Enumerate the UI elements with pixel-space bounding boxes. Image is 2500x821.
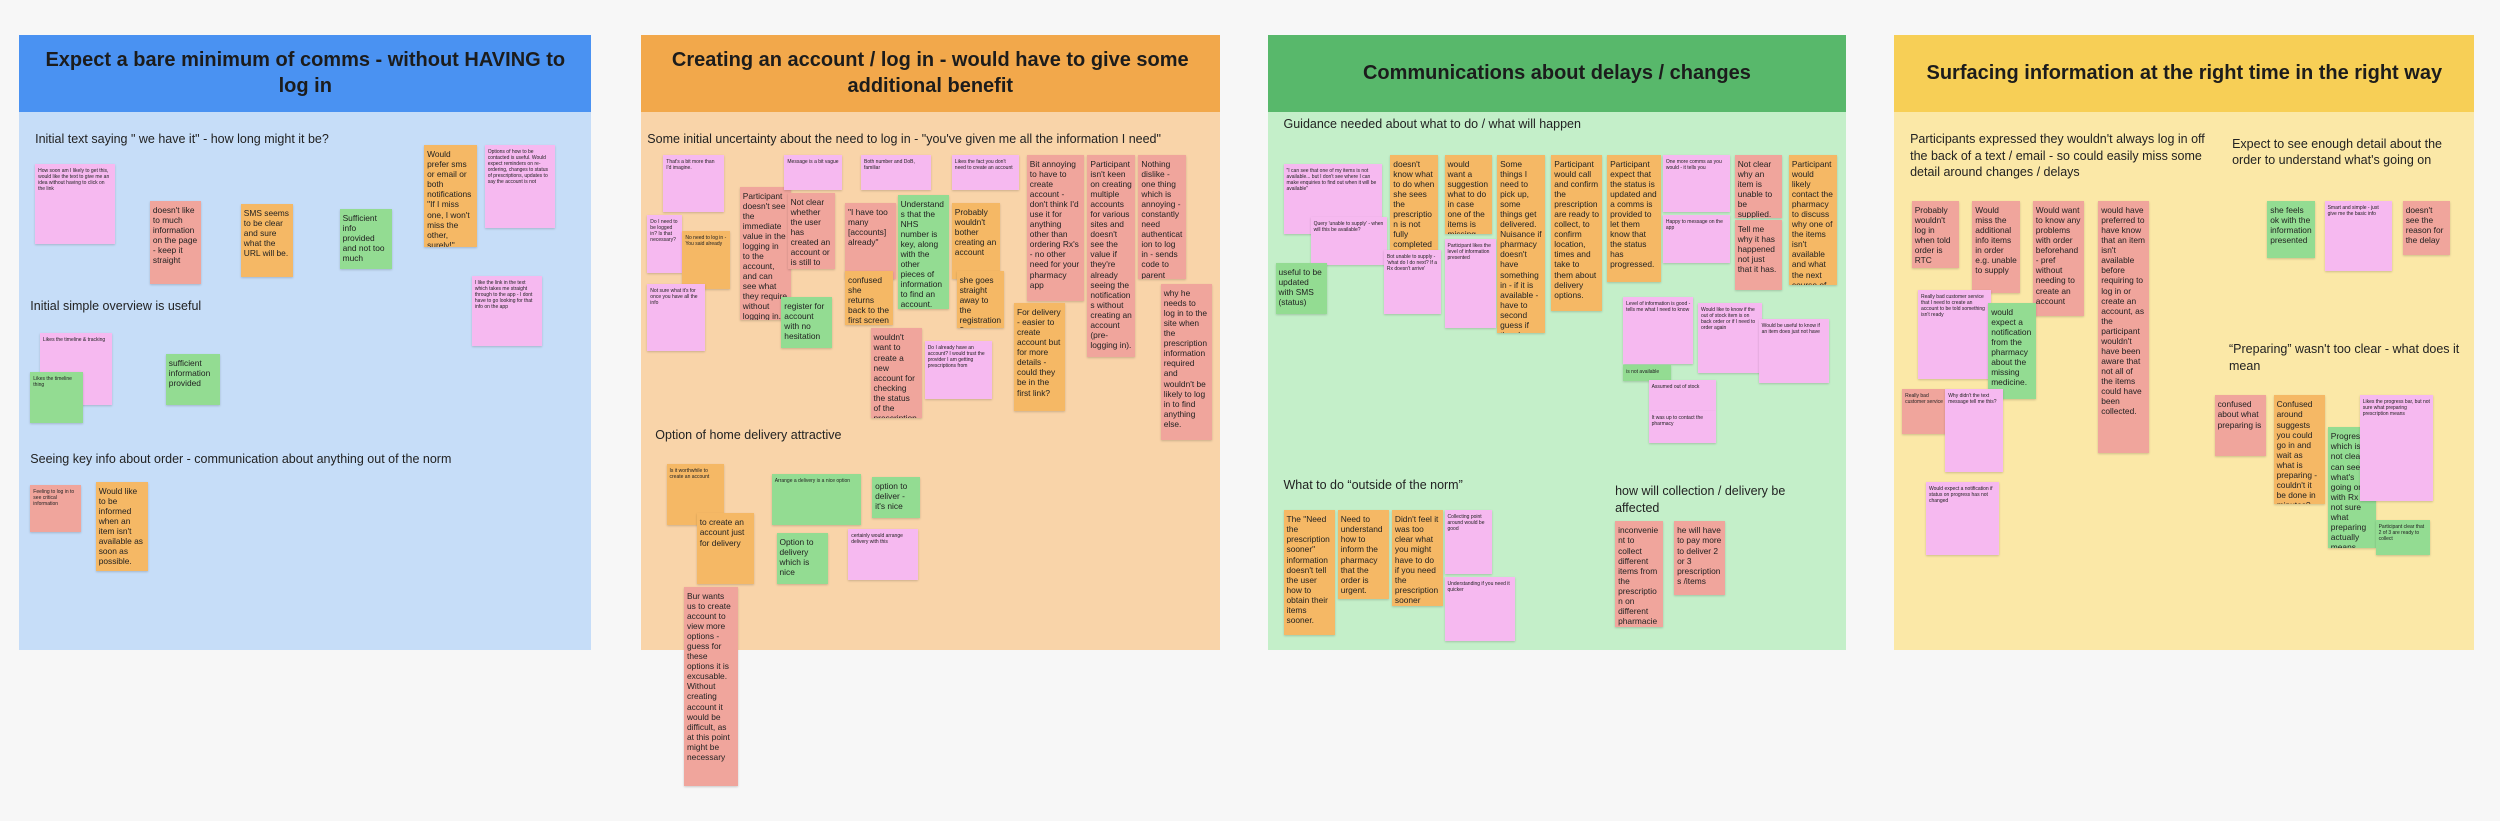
sticky-note: Probably wouldn't bother creating an acc… <box>951 202 1000 279</box>
sticky-note: "I have too many [accounts] already" <box>845 202 896 279</box>
sticky-note: Query 'unable to supply' - when will thi… <box>1310 216 1388 265</box>
sticky-note: I like the link in the text which takes … <box>471 275 543 346</box>
sticky-note: Likes the timeline thing <box>30 371 83 423</box>
sticky-note: Do I already have an account? I would tr… <box>924 341 992 399</box>
sticky-note: confused she returns back to the first s… <box>845 271 893 326</box>
sticky-note: Both number and DoB, familiar <box>861 154 932 190</box>
sticky-note: Nothing dislike - one thing which is ann… <box>1138 154 1187 280</box>
sticky-note: Didn't feel it was too clear what you mi… <box>1391 510 1443 606</box>
sticky-note: to create an account just for delivery <box>696 513 755 584</box>
sticky-note: he will have to pay more to deliver 2 or… <box>1674 521 1726 595</box>
sticky-note: she feels ok with the information presen… <box>2267 200 2315 259</box>
sticky-note: Participant would call and confirm the p… <box>1551 154 1603 311</box>
sticky-note: doesn't like to much information on the … <box>149 200 201 284</box>
section-heading: Seeing key info about order - communicat… <box>30 452 452 467</box>
sticky-note: certainly would arrange delivery with th… <box>848 529 919 581</box>
board-title: Creating an account / log in - would hav… <box>640 35 1220 112</box>
sticky-note: why he needs to log in to the site when … <box>1160 283 1212 441</box>
sticky-note: The "Need the prescription sooner" infor… <box>1283 510 1335 635</box>
sticky-note: Participant likes the level of informati… <box>1444 239 1496 329</box>
sticky-note: Likes the progress bar, but not sure wha… <box>2359 395 2433 501</box>
sticky-note: Need to understand how to inform the pha… <box>1337 510 1389 600</box>
sticky-note: Really bad customer service <box>1902 389 1950 434</box>
sticky-note: Would expect a notification if status on… <box>1926 481 2000 555</box>
sticky-note: confused about what preparing is <box>2214 395 2266 456</box>
sticky-note: Really bad customer service that I need … <box>1918 290 1992 380</box>
sticky-note: would want a suggestion what to do in ca… <box>1444 154 1493 235</box>
section-heading: how will collection / delivery be affect… <box>1615 484 1786 515</box>
sticky-note: Would be useful to know if an item does … <box>1758 318 1829 383</box>
sticky-note: Feeling to log in to see critical inform… <box>30 484 82 533</box>
sticky-note: Arrange a delivery is a nice option <box>771 473 861 525</box>
sticky-note: How soon am I likely to get this, would … <box>35 164 115 244</box>
sticky-note: Message is a bit vague <box>784 154 842 190</box>
sticky-note: Assumed out of stock <box>1648 379 1716 412</box>
sticky-note: Would miss the additional info items in … <box>1972 200 2021 294</box>
section-heading: Initial simple overview is useful <box>30 299 202 314</box>
sticky-note: useful to be updated with SMS (status) <box>1275 263 1327 315</box>
sticky-note: Not clear whether the user has created a… <box>787 192 836 270</box>
sticky-note: Likes the fact you don't need to create … <box>951 154 1019 190</box>
sticky-note: Options of how to be contacted is useful… <box>484 145 555 228</box>
sticky-note: That's a bit more than I'd imagine. <box>663 154 724 213</box>
sticky-note: Bit annoying to have to create account -… <box>1026 154 1085 302</box>
sticky-note: doesn't know what to do when she sees th… <box>1390 154 1439 251</box>
sticky-note: Confused around suggests you could go in… <box>2273 395 2325 504</box>
section-heading: Option of home delivery attractive <box>655 428 842 443</box>
sticky-note: For delivery - easier to create account … <box>1014 302 1065 412</box>
sticky-note: wouldn't want to create a new account fo… <box>870 328 922 418</box>
sticky-note: Participant expect that the status is up… <box>1607 154 1662 283</box>
sticky-note: Would want to know any problems with ord… <box>2032 200 2084 316</box>
sticky-note: register for account with no hesitation <box>781 296 833 348</box>
sticky-note: is not available <box>1623 365 1671 381</box>
board-title: Communications about delays / changes <box>1267 35 1847 112</box>
sticky-note: doesn't see the reason for the delay <box>2402 200 2451 256</box>
sticky-note: Option to delivery which is nice <box>776 532 828 584</box>
section-heading: Some initial uncertainty about the need … <box>647 131 1161 146</box>
section-heading: Guidance needed about what to do / what … <box>1283 117 1581 132</box>
sticky-note: Why didn't the text message tell me this… <box>1945 389 2003 472</box>
sticky-note: One more comms as you would - it tells y… <box>1662 154 1730 213</box>
board-title: Expect a bare minimum of comms - without… <box>19 35 592 112</box>
section-heading: Initial text saying " we have it" - how … <box>35 131 329 146</box>
sticky-note: Level of information is good - tells me … <box>1623 296 1694 364</box>
sticky-note: Understands that the NHS number is key, … <box>897 194 949 310</box>
sticky-note: Would like to know if the out of stock i… <box>1698 302 1762 374</box>
sticky-note: SMS seems to be clear and sure what the … <box>240 204 294 278</box>
sticky-note: Bot unable to supply - 'what do I do nex… <box>1383 250 1442 315</box>
sticky-note: sufficient information provided <box>165 354 220 405</box>
sticky-note: Tell me why it has happened not just tha… <box>1734 220 1783 291</box>
sticky-note: would have preferred to have know that a… <box>2098 200 2150 453</box>
sticky-note: inconvenient to collect different items … <box>1615 521 1663 627</box>
section-heading: Participants expressed they wouldn't alw… <box>1910 131 2205 180</box>
sticky-note: Would like to be informed when an item i… <box>95 481 149 571</box>
sticky-note: Smart and simple - just give me the basi… <box>2324 200 2392 272</box>
sticky-note: Participant clear that 2 of 3 are ready … <box>2375 519 2430 555</box>
section-heading: “Preparing” wasn't too clear - what does… <box>2229 342 2460 374</box>
sticky-note: Probably wouldn't log in when told order… <box>1911 200 1960 268</box>
section-heading: What to do “outside of the norm” <box>1283 477 1463 492</box>
sticky-note: Participant would likely contact the pha… <box>1788 154 1837 286</box>
sticky-note: Do I need to be logged in? Is that neces… <box>647 215 683 273</box>
sticky-note: Not sure what it's for once you have all… <box>647 283 705 351</box>
sticky-note: she goes straight away to the registrati… <box>956 271 1005 329</box>
sticky-note: Would prefer sms or email or both notifi… <box>424 145 477 248</box>
sticky-note: Not clear why an item is unable to be su… <box>1734 154 1783 219</box>
sticky-note: It was up to contact the pharmacy <box>1648 411 1716 444</box>
sticky-note: would expect a notification from the pha… <box>1988 302 2036 399</box>
sticky-note: option to deliver - it's nice <box>872 476 920 519</box>
sticky-note: Happy to message on the app <box>1662 215 1730 263</box>
sticky-note: Understanding if you need it quicker <box>1444 577 1515 641</box>
sticky-note: Collecting point around would be good <box>1444 510 1493 574</box>
section-heading: Expect to see enough detail about the or… <box>2232 136 2442 168</box>
sticky-note: Participant isn't keen on creating multi… <box>1087 154 1136 358</box>
sticky-note: Bur wants us to create account to view m… <box>684 586 739 786</box>
sticky-note: Progress which is not clear - can see wh… <box>2327 427 2376 549</box>
board-title: Surfacing information at the right time … <box>1894 35 2475 112</box>
sticky-note: Sufficient info provided and not too muc… <box>339 208 393 270</box>
sticky-note: Some things I need to pick up, some thin… <box>1497 154 1545 334</box>
sticky-note: No need to log in - You said already <box>682 231 731 289</box>
